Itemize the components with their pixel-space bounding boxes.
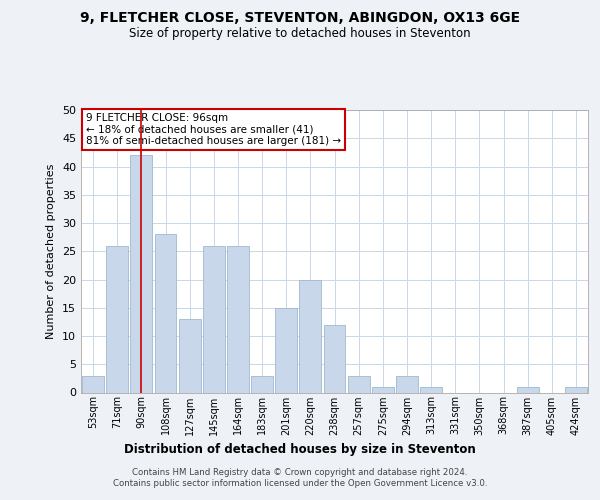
Bar xyxy=(517,387,539,392)
Bar xyxy=(179,319,200,392)
Bar xyxy=(227,246,249,392)
Text: 9, FLETCHER CLOSE, STEVENTON, ABINGDON, OX13 6GE: 9, FLETCHER CLOSE, STEVENTON, ABINGDON, … xyxy=(80,11,520,25)
Bar xyxy=(299,280,321,392)
Bar xyxy=(106,246,128,392)
Bar xyxy=(155,234,176,392)
Bar xyxy=(130,155,152,392)
Text: Contains HM Land Registry data © Crown copyright and database right 2024.
Contai: Contains HM Land Registry data © Crown c… xyxy=(113,468,487,487)
Bar xyxy=(372,387,394,392)
Bar xyxy=(396,376,418,392)
Bar xyxy=(348,376,370,392)
Bar xyxy=(565,387,587,392)
Text: Distribution of detached houses by size in Steventon: Distribution of detached houses by size … xyxy=(124,442,476,456)
Text: Size of property relative to detached houses in Steventon: Size of property relative to detached ho… xyxy=(129,28,471,40)
Y-axis label: Number of detached properties: Number of detached properties xyxy=(46,164,56,339)
Bar xyxy=(323,324,346,392)
Bar xyxy=(420,387,442,392)
Text: 9 FLETCHER CLOSE: 96sqm
← 18% of detached houses are smaller (41)
81% of semi-de: 9 FLETCHER CLOSE: 96sqm ← 18% of detache… xyxy=(86,113,341,146)
Bar xyxy=(251,376,273,392)
Bar xyxy=(82,376,104,392)
Bar xyxy=(203,246,224,392)
Bar xyxy=(275,308,297,392)
